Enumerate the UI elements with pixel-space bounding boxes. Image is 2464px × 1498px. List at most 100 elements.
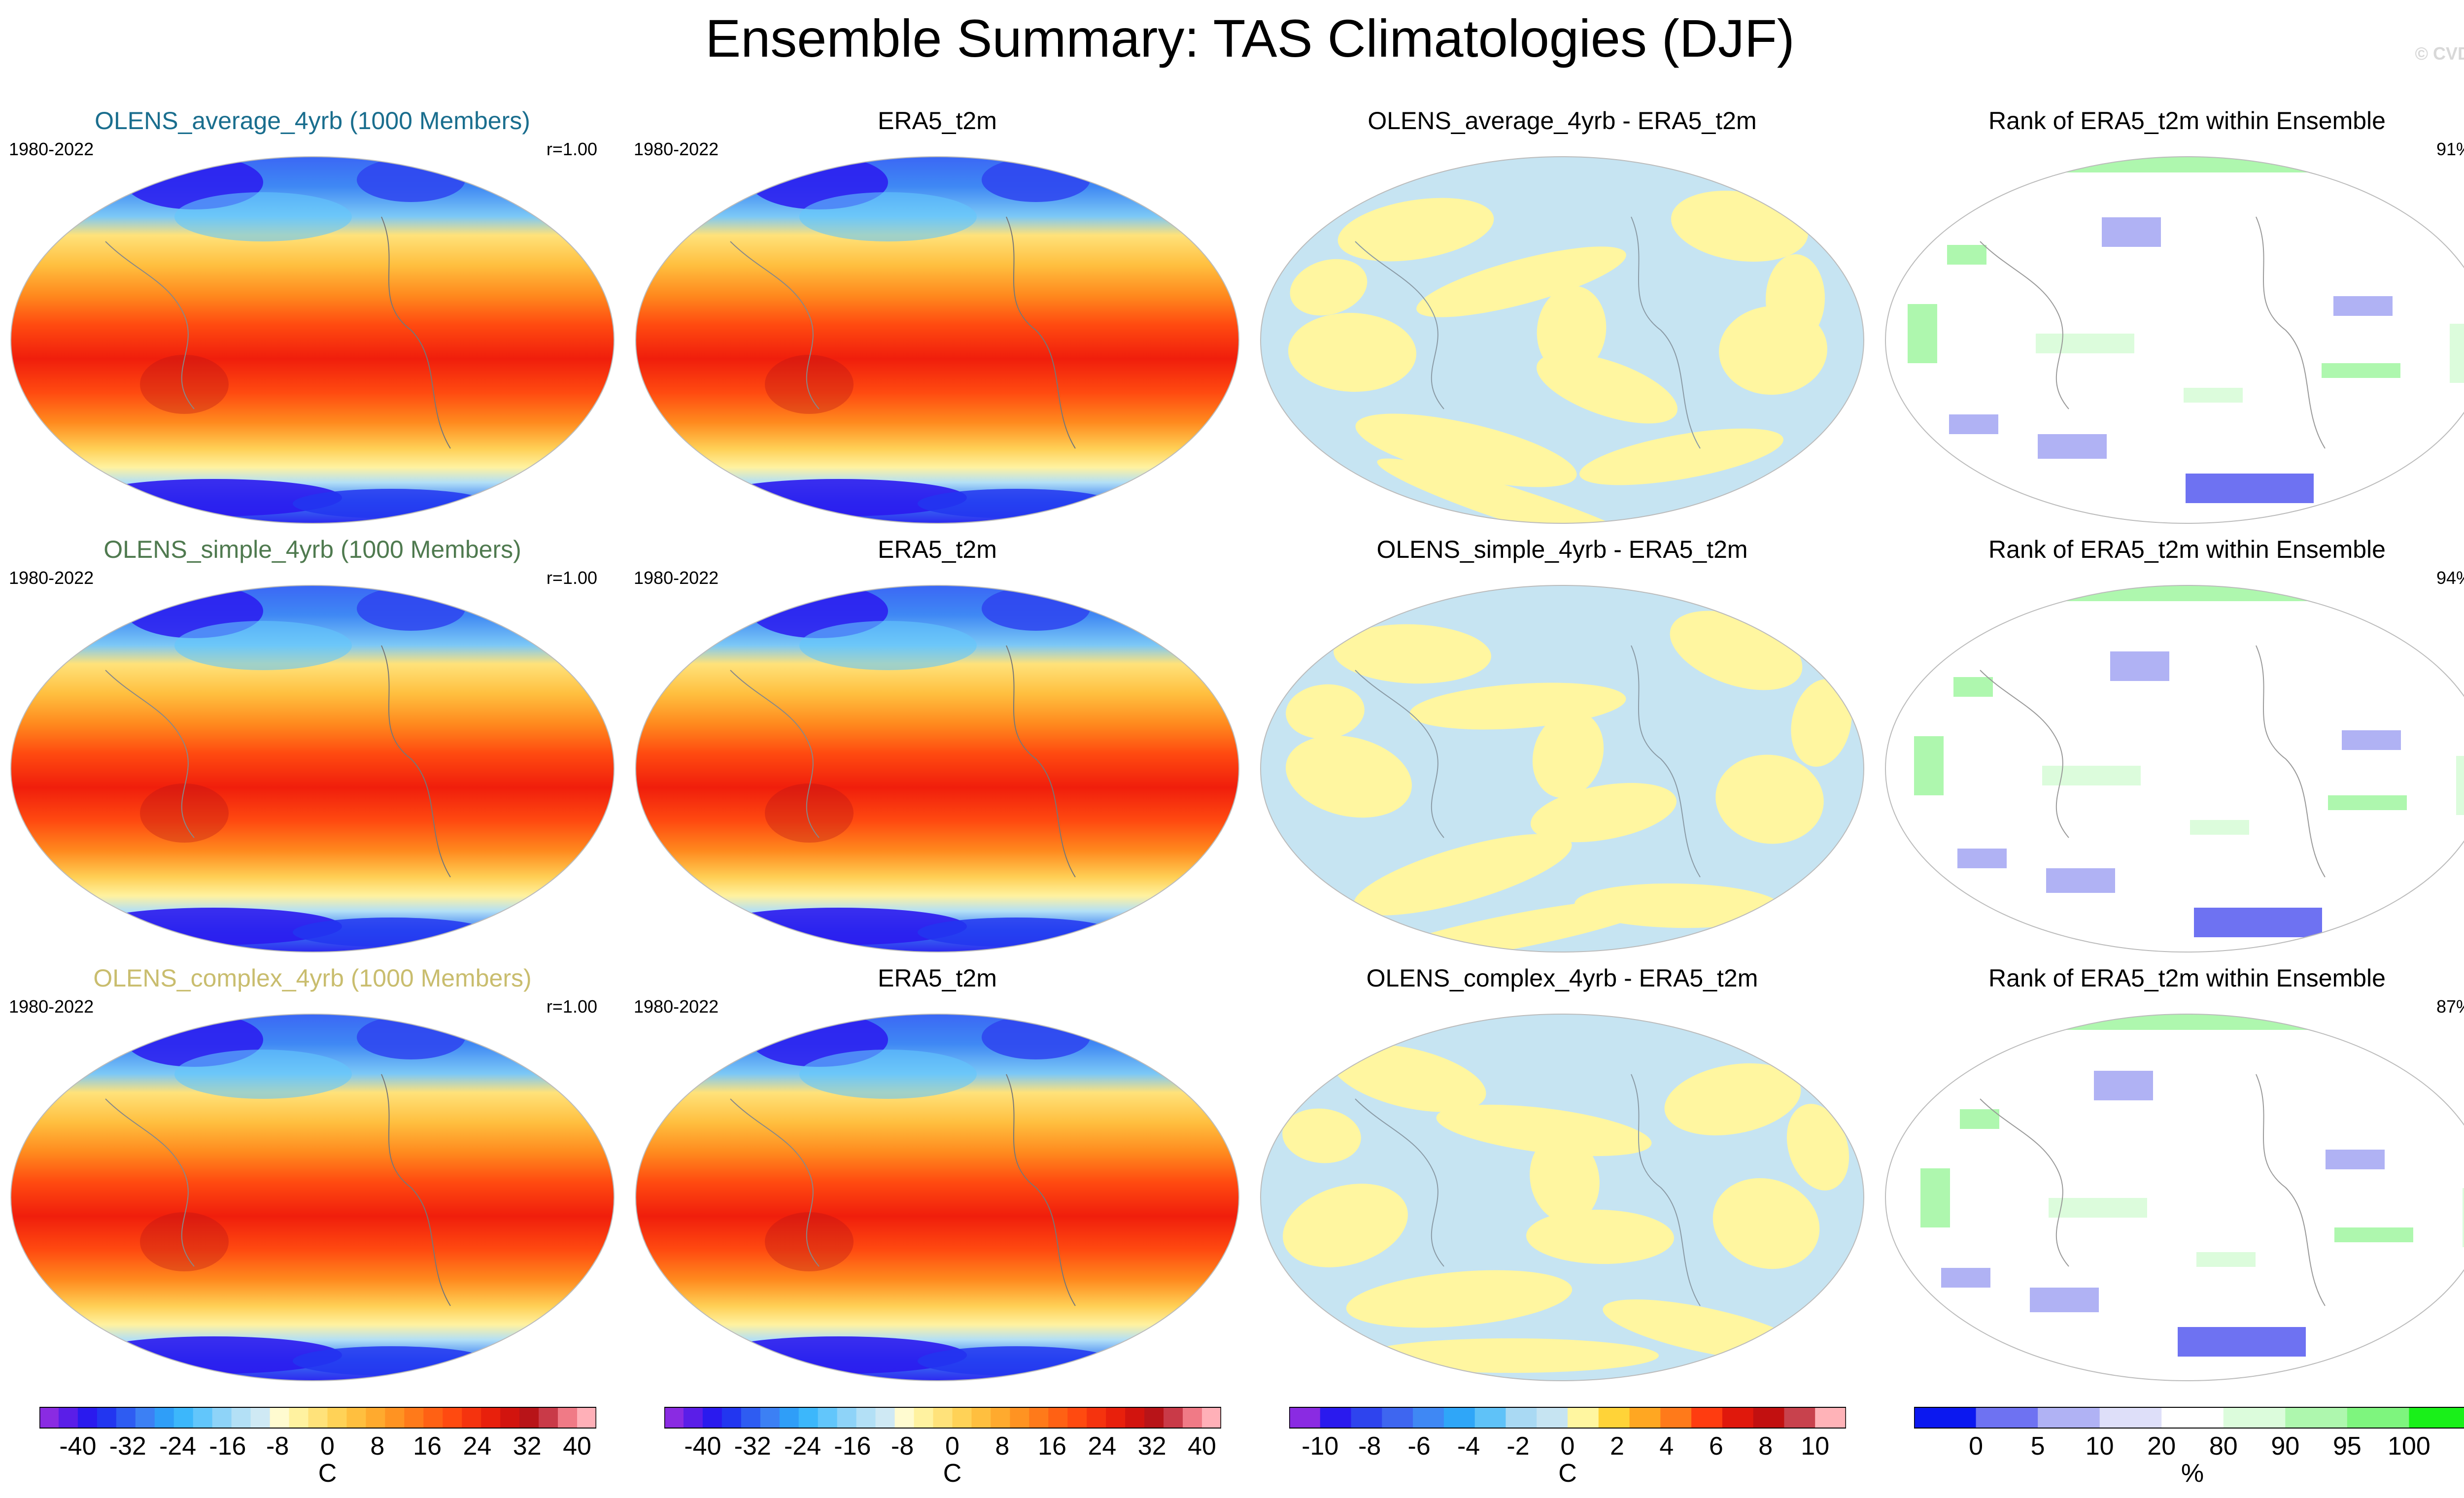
colorbar-tick-label: 24 bbox=[1088, 1432, 1117, 1461]
pattern-correlation: r=1.00 bbox=[546, 568, 597, 588]
colorbar-graphic bbox=[39, 1407, 596, 1429]
colorbar-swatch bbox=[481, 1407, 501, 1428]
colorbar-temperature: -40 -32 -24 -16 -8 0 8 16 24 32 40 C bbox=[664, 1407, 1221, 1496]
colorbar-tick-label: -40 bbox=[59, 1432, 97, 1461]
rank-title: Rank of ERA5_t2m within Ensemble bbox=[1988, 536, 2386, 563]
colorbar-swatch bbox=[875, 1407, 895, 1428]
colorbar-swatch bbox=[39, 1407, 59, 1428]
colorbar-swatch bbox=[1660, 1407, 1692, 1428]
colorbar-tick-label: 16 bbox=[413, 1432, 442, 1461]
colorbar-swatch bbox=[558, 1407, 578, 1428]
colorbar-swatch bbox=[894, 1407, 915, 1428]
colorbar-swatch bbox=[952, 1407, 972, 1428]
colorbar-swatch bbox=[1815, 1407, 1846, 1428]
temp-map-graphic bbox=[635, 585, 1239, 953]
colorbar-swatch bbox=[346, 1407, 366, 1428]
temp-map-graphic bbox=[10, 585, 615, 953]
colorbar-swatch bbox=[2099, 1407, 2162, 1428]
rank-map-graphic bbox=[1885, 156, 2464, 524]
panel-model-row1: OLENS_average_4yrb (1000 Members) 1980-2… bbox=[0, 103, 625, 532]
colorbar-swatch bbox=[1784, 1407, 1815, 1428]
colorbar-tick-label: -6 bbox=[1407, 1432, 1431, 1461]
colorbar-swatch bbox=[2161, 1407, 2224, 1428]
colorbar-swatch bbox=[1914, 1407, 1977, 1428]
rank-map bbox=[1882, 153, 2464, 527]
colorbar-swatch bbox=[116, 1407, 136, 1428]
colorbar-swatch bbox=[933, 1407, 953, 1428]
colorbar-temperature: -40 -32 -24 -16 -8 0 8 16 24 32 40 C bbox=[39, 1407, 596, 1496]
colorbar-swatch bbox=[423, 1407, 443, 1428]
colorbar-swatch bbox=[1289, 1407, 1321, 1428]
colorbar-swatch bbox=[971, 1407, 991, 1428]
copyright-mark: © CVDP bbox=[2415, 43, 2464, 64]
colorbar-unit-label: % bbox=[2181, 1459, 2204, 1488]
panel-model-row3: OLENS_complex_4yrb (1000 Members) 1980-2… bbox=[0, 961, 625, 1390]
temp-map-graphic bbox=[635, 156, 1239, 524]
colorbar-tick-label: 0 bbox=[320, 1432, 335, 1461]
period-label: 1980-2022 bbox=[634, 139, 719, 159]
colorbar-swatch bbox=[1753, 1407, 1784, 1428]
rank-percent: 94% bbox=[2436, 568, 2464, 588]
colorbar-rank: 0 5 10 20 80 90 95 100% bbox=[1914, 1407, 2464, 1496]
period-label: 1980-2022 bbox=[9, 996, 94, 1017]
colorbar-swatch bbox=[1202, 1407, 1221, 1428]
colorbar-swatch bbox=[1537, 1407, 1568, 1428]
colorbar-swatch bbox=[385, 1407, 405, 1428]
colorbar-swatch bbox=[1629, 1407, 1661, 1428]
obs-title: ERA5_t2m bbox=[878, 107, 997, 135]
colorbar-graphic bbox=[664, 1407, 1221, 1429]
colorbar-tick-label: -16 bbox=[834, 1432, 871, 1461]
colorbar-swatch bbox=[1474, 1407, 1506, 1428]
panel-rank-row3: Rank of ERA5_t2m within Ensemble 87% bbox=[1875, 961, 2464, 1390]
colorbar-tick-label: 90 bbox=[2271, 1432, 2300, 1461]
colorbar-swatch bbox=[193, 1407, 213, 1428]
colorbar-graphic bbox=[1289, 1407, 1846, 1429]
colorbar-tick-label: 0 bbox=[945, 1432, 959, 1461]
colorbar-tick-label: 10 bbox=[2085, 1432, 2114, 1461]
colorbar-tick-label: 20 bbox=[2147, 1432, 2176, 1461]
colorbar-tick-label: 95 bbox=[2332, 1432, 2361, 1461]
colorbar-swatch bbox=[702, 1407, 722, 1428]
rank-map bbox=[1882, 581, 2464, 956]
obs-title: ERA5_t2m bbox=[878, 536, 997, 563]
colorbar-swatch bbox=[798, 1407, 819, 1428]
pattern-correlation: r=1.00 bbox=[546, 139, 597, 159]
colorbar-swatch bbox=[1029, 1407, 1049, 1428]
model-title: OLENS_complex_4yrb (1000 Members) bbox=[93, 964, 532, 992]
pattern-correlation: r=1.00 bbox=[546, 996, 597, 1017]
temp-map-graphic bbox=[10, 156, 615, 524]
obs-title: ERA5_t2m bbox=[878, 964, 997, 992]
colorbar-swatch bbox=[856, 1407, 876, 1428]
colorbar-swatch bbox=[308, 1407, 328, 1428]
temperature-map bbox=[7, 581, 618, 956]
colorbar-tick-label: -32 bbox=[734, 1432, 771, 1461]
diff-title: OLENS_average_4yrb - ERA5_t2m bbox=[1368, 107, 1757, 135]
diff-map-graphic bbox=[1260, 1014, 1864, 1381]
colorbar-swatch bbox=[837, 1407, 857, 1428]
temp-map-graphic bbox=[10, 1014, 615, 1381]
colorbar-tick-label: -40 bbox=[684, 1432, 721, 1461]
colorbar-tick-label: 8 bbox=[995, 1432, 1010, 1461]
difference-map bbox=[1257, 581, 1868, 956]
colorbar-swatch bbox=[289, 1407, 309, 1428]
colorbar-tick-label: 100 bbox=[2388, 1432, 2430, 1461]
colorbar-swatch bbox=[212, 1407, 232, 1428]
colorbar-tick-label: 8 bbox=[370, 1432, 385, 1461]
colorbar-tick-label: 40 bbox=[1188, 1432, 1216, 1461]
colorbar-swatch bbox=[231, 1407, 251, 1428]
colorbar-swatch bbox=[721, 1407, 742, 1428]
colorbar-swatch bbox=[1382, 1407, 1413, 1428]
colorbar-difference: -10 -8 -6 -4 -2 0 2 4 6 8 10 C bbox=[1289, 1407, 1846, 1496]
rank-percent: 91% bbox=[2436, 139, 2464, 159]
colorbar-tick-label: 24 bbox=[463, 1432, 492, 1461]
colorbar-swatch bbox=[443, 1407, 462, 1428]
colorbar-tick-label: 8 bbox=[1758, 1432, 1773, 1461]
colorbar-tick-label: 6 bbox=[1709, 1432, 1723, 1461]
colorbar-swatch bbox=[1067, 1407, 1087, 1428]
colorbar-unit-label: C bbox=[318, 1459, 337, 1488]
colorbar-tick-label: 0 bbox=[1560, 1432, 1575, 1461]
colorbar-swatch bbox=[2223, 1407, 2286, 1428]
rank-map bbox=[1882, 1010, 2464, 1385]
panel-obs-row1: ERA5_t2m 1980-2022 bbox=[625, 103, 1250, 532]
colorbar-swatch bbox=[173, 1407, 194, 1428]
